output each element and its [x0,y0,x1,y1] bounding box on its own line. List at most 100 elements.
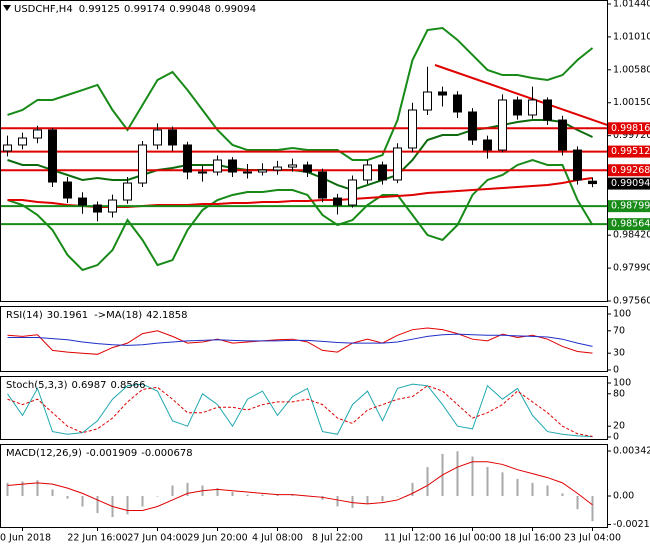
y-tick-label: 0 [613,431,619,442]
candle-body [498,99,507,151]
y-tick-label: 0.003421 [613,445,650,456]
panel [7,327,593,355]
histogram-bar [261,494,264,496]
candle-body [48,129,57,183]
last-price-label: 0.99094 [611,178,650,189]
x-tick-label: 8 Jul 22:00 [312,533,363,544]
y-tick-label: -0.002165 [613,519,650,530]
candle-body [93,204,102,213]
candle-body [18,137,27,146]
candle-body [333,197,342,206]
histogram-bar [321,495,324,500]
open-value: 0.99125 [79,4,120,15]
y-tick-label: 100 [613,378,631,389]
indicator-line [7,158,594,272]
histogram-bar [351,495,354,508]
level-label-box [608,164,650,177]
y-tick-label: 100 [613,309,631,320]
histogram-bar [246,494,249,496]
histogram-bar [126,495,129,515]
rsi-title: RSI(14) [6,310,43,321]
macd-signal-value: -0.000678 [141,448,192,459]
signal-line [7,461,593,511]
histogram-bar [426,467,429,496]
stoch-title: Stoch(5,3,3) [6,380,68,391]
candle-body [258,169,267,173]
x-tick-label: 16 Jul 00:00 [444,533,501,544]
candle-body [558,119,567,151]
histogram-bar [366,495,369,504]
candle-body [363,164,372,181]
stoch-signal-value: 0.8566 [110,380,145,391]
histogram-bar [516,478,519,496]
candle-body [273,166,282,171]
y-tick-label: 1.00580 [613,64,650,75]
x-tick-label: 23 Jul 04:00 [564,533,621,544]
histogram-bar [396,495,399,497]
candle-body [138,144,147,184]
panel-frame [0,444,608,528]
y-tick-label: 0.97990 [613,263,650,274]
histogram-bar [486,467,489,496]
histogram-bar [216,488,219,496]
panel [7,383,593,438]
y-tick-label: 30 [613,348,625,359]
candle-body [468,111,477,141]
candle-body [393,147,402,181]
histogram-bar [291,494,294,496]
x-tick-label: 27 Jun 04:00 [127,533,187,544]
level-label: 0.99816 [611,123,650,134]
y-tick-label: 0.99720 [613,130,650,141]
panel [0,26,608,272]
panel-frame [0,306,608,372]
close-value: 0.99094 [215,4,256,15]
rsi-header: RSI(14) 30.1961 ->MA(18) 42.1858 [6,310,187,321]
menu-icon[interactable] [3,5,11,11]
histogram-bar [381,495,384,502]
x-tick-label: 11 Jul 12:00 [384,533,441,544]
candle-body [573,149,582,181]
main-header: USDCHF,H4 0.99125 0.99174 0.99048 0.99094 [14,4,256,15]
y-tick-label: 0.97560 [613,296,650,307]
y-tick-label: 0 [613,364,619,375]
x-tick-label: 4 Jul 08:00 [252,533,303,544]
histogram-bar [531,482,534,496]
histogram-bar [21,481,24,496]
histogram-bar [501,472,504,496]
level-label: 0.98564 [611,219,650,230]
candle-body [588,180,597,185]
candle-body [378,164,387,181]
histogram-bar [411,482,414,496]
candle-body [528,99,537,116]
candle-body [513,99,522,116]
level-label: 0.98799 [611,201,650,212]
candle-body [198,171,207,174]
y-tick-label: 0.00 [613,490,634,501]
x-tick-label: 29 Jun 20:00 [187,533,247,544]
candle-body [288,164,297,168]
candle-body [213,159,222,173]
stoch-header: Stoch(5,3,3) 0.6987 0.8566 [6,380,145,391]
candle-body [483,139,492,151]
y-tick-label: 20 [613,421,625,432]
histogram-bar [36,480,39,496]
histogram-bar [96,495,99,514]
candle-body [348,179,357,206]
y-tick-label: 1.01440 [613,0,650,9]
candle-body [78,197,87,206]
panel [6,451,594,522]
candle-body [63,181,72,199]
macd-header: MACD(12,26,9) -0.001909 -0.000678 [6,448,193,459]
histogram-bar [471,456,474,496]
histogram-bar [591,495,594,522]
stoch-main-value: 0.6987 [71,380,106,391]
candle-body [108,199,117,213]
rsi-value: 30.1961 [47,310,88,321]
symbol: USDCHF,H4 [14,4,73,15]
candle-body [453,94,462,113]
panel-frame [0,0,608,302]
x-tick-label: 20 Jun 2018 [0,533,51,544]
